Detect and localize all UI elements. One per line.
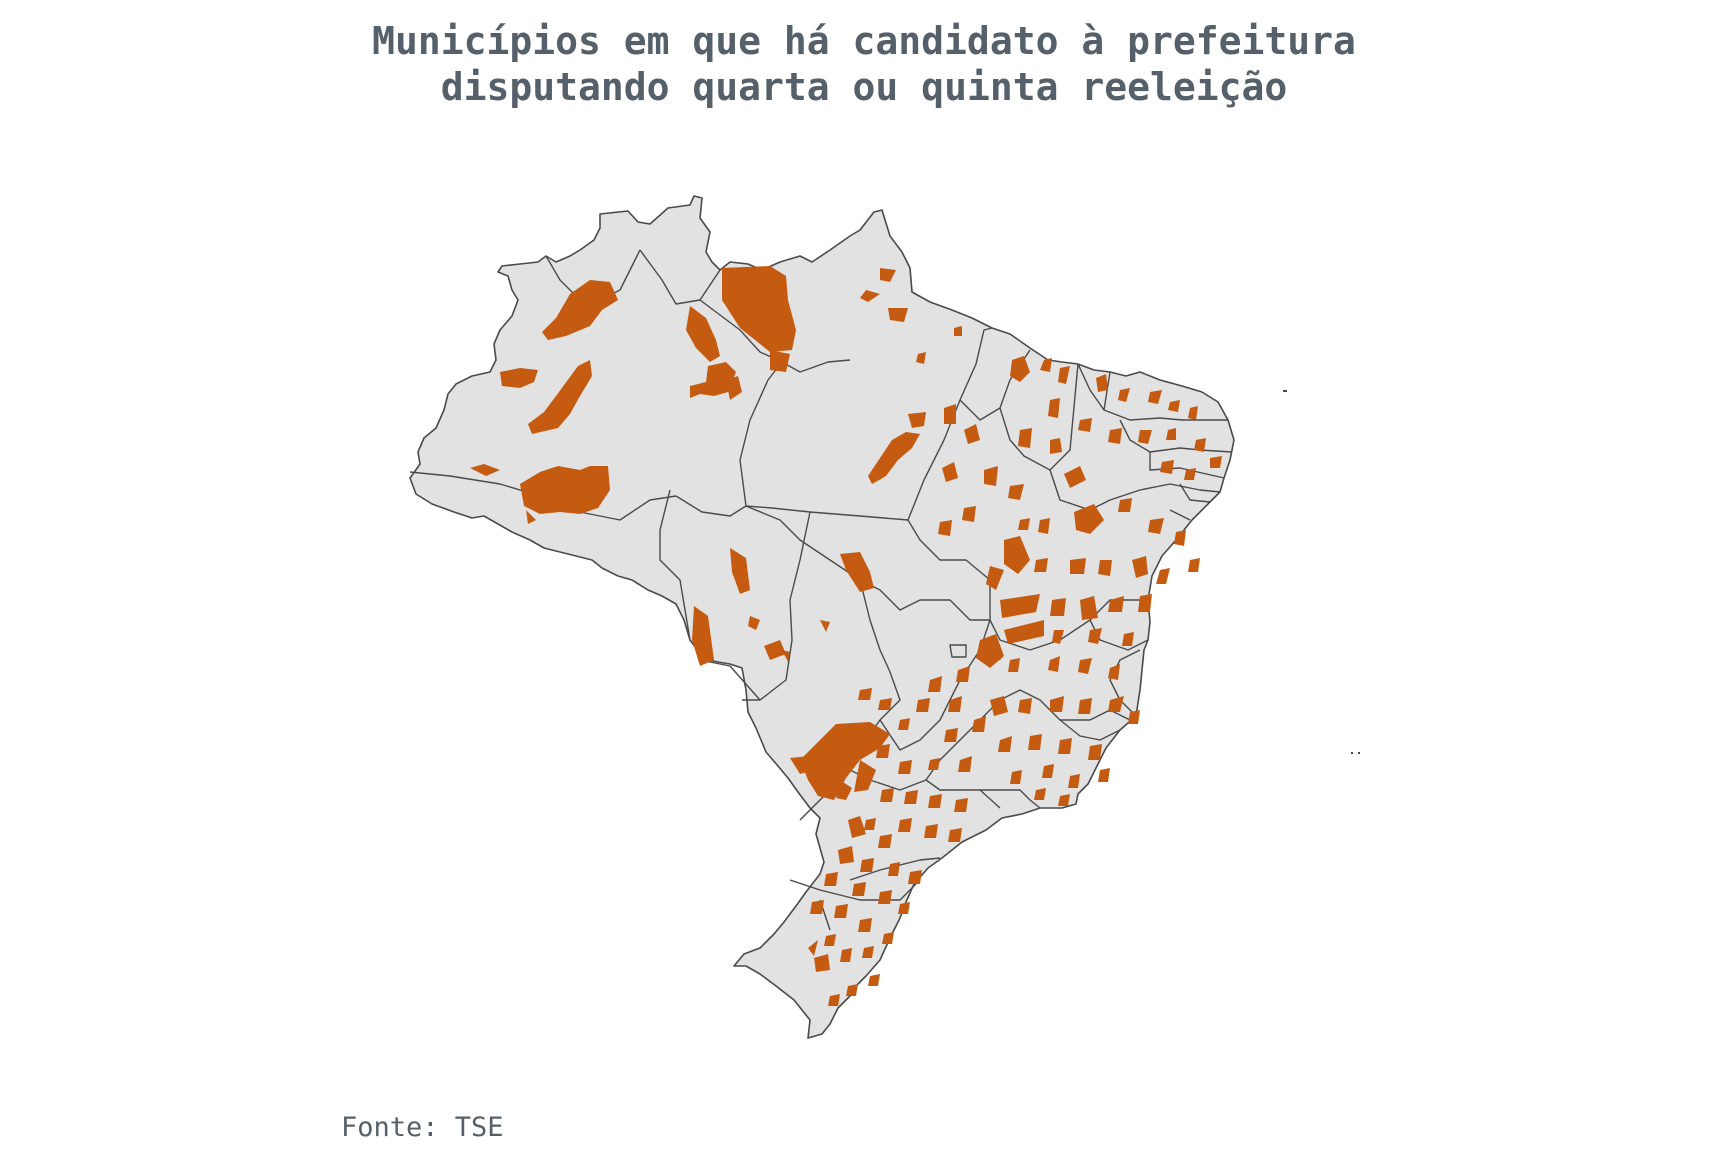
title-line-1: Municípios em que há candidato à prefeit… <box>372 19 1356 63</box>
islands <box>1283 390 1360 754</box>
state-borders <box>409 249 1233 931</box>
title-line-2: disputando quarta ou quinta reeleição <box>440 65 1288 109</box>
source-note: Fonte: TSE <box>341 1112 504 1143</box>
chart-title: Municípios em que há candidato à prefeit… <box>0 18 1728 110</box>
highlighted-municipalities <box>470 266 1222 1006</box>
